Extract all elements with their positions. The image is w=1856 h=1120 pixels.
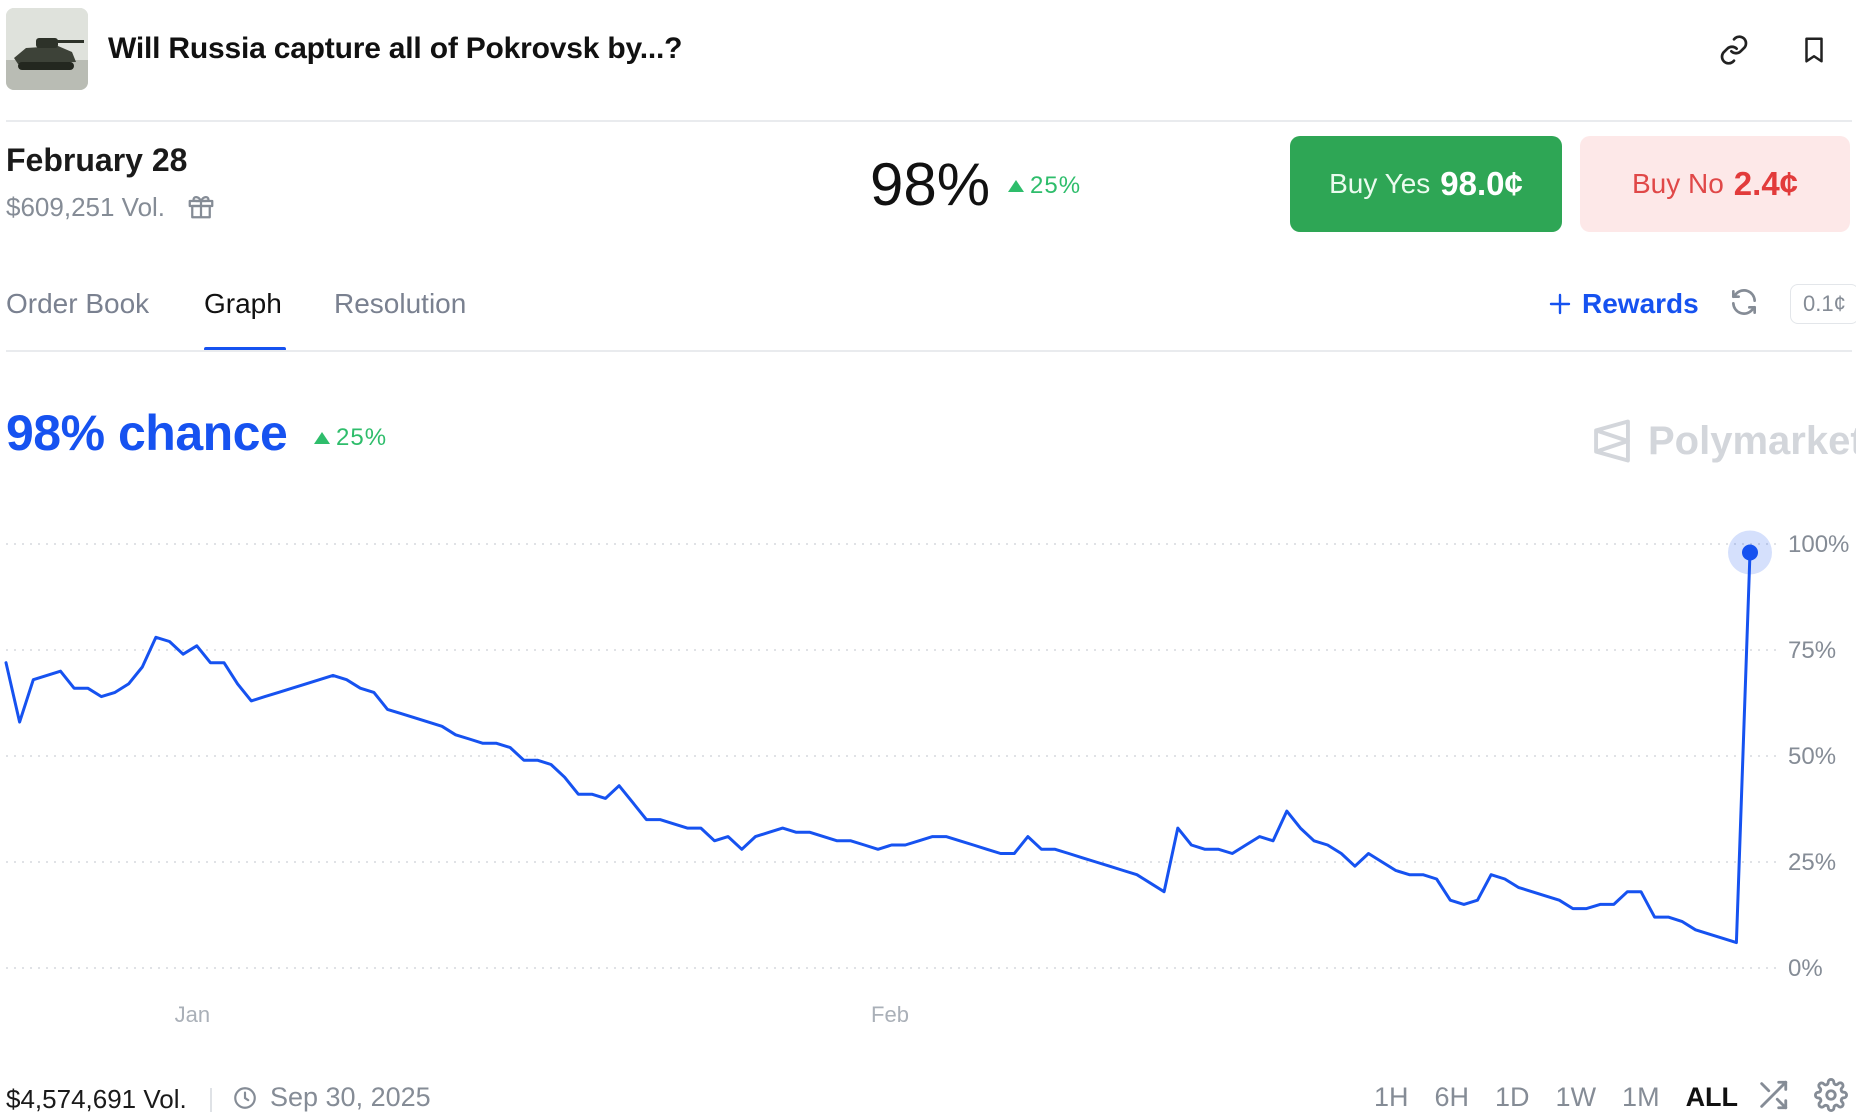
range-1d[interactable]: 1D	[1495, 1082, 1530, 1112]
buy-yes-price: 98.0¢	[1440, 165, 1523, 202]
price-line	[4, 551, 1752, 945]
shuffle-icon[interactable]	[1756, 1078, 1790, 1117]
range-1h[interactable]: 1H	[1374, 1082, 1409, 1112]
polymarket-watermark: Polymarket	[1590, 418, 1856, 464]
price-chart[interactable]: 100% 75% 50% 25% 0% Jan Feb	[0, 500, 1856, 1040]
chart-footer: $4,574,691 Vol. Sep 30, 2025 1H 6H 1D 1W…	[0, 1070, 1856, 1120]
chance-delta-value: 25%	[336, 424, 388, 451]
range-1w[interactable]: 1W	[1555, 1082, 1597, 1112]
bookmark-icon[interactable]	[1794, 30, 1834, 70]
watermark-text: Polymarket	[1648, 418, 1856, 463]
buy-yes-button[interactable]: Buy Yes 98.0¢	[1290, 136, 1562, 232]
x-tick-label: Jan	[175, 1002, 210, 1027]
buy-yes-label: Buy Yes	[1329, 168, 1431, 199]
current-point[interactable]	[1742, 544, 1758, 561]
up-triangle-icon	[314, 432, 330, 444]
range-6h[interactable]: 6H	[1434, 1082, 1470, 1112]
chance-headline: 98% chance	[6, 405, 288, 461]
polymarket-logo-icon	[1594, 419, 1630, 463]
link-icon[interactable]	[1714, 30, 1754, 70]
tabs-divider	[6, 350, 1852, 352]
market-title: Will Russia capture all of Pokrovsk by..…	[108, 32, 683, 65]
footer-separator	[210, 1088, 212, 1112]
end-date: Sep 30, 2025	[232, 1082, 431, 1113]
rewards-label: Rewards	[1582, 288, 1699, 319]
market-row: February 28 $609,251 Vol. 98% 25% Buy Ye…	[0, 120, 1856, 240]
range-1m[interactable]: 1M	[1622, 1082, 1660, 1112]
y-tick-label: 75%	[1788, 637, 1836, 664]
market-probability: 98%	[870, 151, 991, 218]
buy-no-label: Buy No	[1631, 168, 1724, 199]
header-divider	[6, 120, 1852, 122]
y-tick-label: 25%	[1788, 849, 1836, 876]
active-tab-indicator	[204, 347, 286, 351]
y-tick-label: 0%	[1788, 955, 1823, 982]
total-volume: $4,574,691 Vol.	[6, 1084, 187, 1114]
y-tick-label: 100%	[1788, 531, 1849, 558]
market-date: February 28	[6, 142, 188, 178]
settings-gear-icon[interactable]	[1814, 1078, 1848, 1117]
tick-size-selector[interactable]: 0.1¢	[1790, 284, 1856, 324]
rewards-button[interactable]: Rewards	[1548, 288, 1699, 320]
clock-icon	[234, 1086, 256, 1109]
tab-graph[interactable]: Graph	[204, 288, 282, 319]
buy-no-price: 2.4¢	[1733, 165, 1799, 202]
gift-icon[interactable]	[186, 190, 216, 227]
market-thumbnail[interactable]	[6, 8, 88, 90]
x-tick-label: Feb	[871, 1002, 909, 1027]
tab-order-book[interactable]: Order Book	[6, 288, 150, 319]
chance-delta: 25%	[314, 424, 387, 452]
end-date-text: Sep 30, 2025	[270, 1082, 431, 1112]
tab-bar: Order Book Graph Resolution Rewards 0.1¢	[0, 280, 1856, 352]
buy-no-button[interactable]: Buy No 2.4¢	[1580, 136, 1850, 232]
market-volume: $609,251 Vol.	[6, 192, 166, 222]
market-header: Will Russia capture all of Pokrovsk by..…	[0, 0, 1856, 100]
market-delta-value: 25%	[1030, 172, 1082, 199]
tab-resolution[interactable]: Resolution	[334, 288, 467, 319]
plus-icon	[1549, 293, 1571, 315]
y-tick-label: 50%	[1788, 743, 1836, 770]
up-triangle-icon	[1008, 180, 1024, 192]
market-delta: 25%	[1008, 172, 1081, 200]
range-all[interactable]: ALL	[1685, 1082, 1739, 1112]
refresh-icon[interactable]	[1728, 286, 1760, 323]
range-selector: 1H 6H 1D 1W 1M ALL	[1374, 1082, 1738, 1113]
